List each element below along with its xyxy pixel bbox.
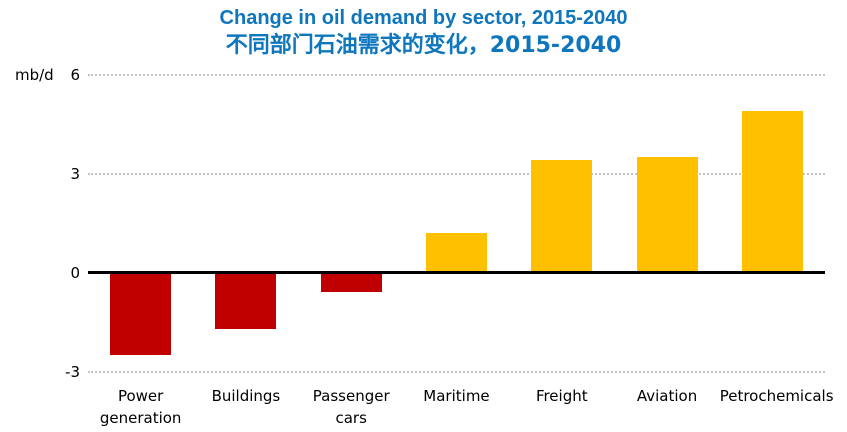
x-axis-label-buildings: Buildings (211, 387, 281, 405)
bar-petrochemicals (741, 110, 803, 273)
gridline-6 (88, 73, 825, 76)
x-axis-label-maritime: Maritime (423, 387, 490, 405)
x-axis-label-petrochemicals: Petrochemicals (719, 387, 834, 405)
x-axis-label-power-generation: Power generation (99, 387, 182, 427)
y-tick-label-3: 3 (70, 164, 80, 183)
chart-subtitle-chinese: 不同部门石油需求的变化，2015-2040 (225, 33, 622, 58)
x-axis-label-passenger-cars: Passenger cars (312, 387, 390, 427)
y-axis-unit-label: mb/d (15, 66, 54, 84)
x-axis-label-freight: Freight (535, 387, 588, 405)
gridline--3 (88, 370, 825, 373)
y-tick-label-0: 0 (70, 263, 80, 282)
gridline-3 (88, 172, 825, 175)
y-tick-label--3: -3 (65, 362, 80, 381)
bar-freight (531, 160, 593, 273)
x-axis-label-aviation: Aviation (636, 387, 698, 405)
bar-power-generation (110, 272, 172, 355)
bar-aviation (636, 157, 698, 273)
bar-maritime (426, 232, 487, 273)
bar-passenger-cars (320, 272, 382, 293)
y-tick-label-6: 6 (70, 65, 80, 84)
bar-buildings (215, 272, 277, 329)
chart-title: Change in oil demand by sector, 2015-204… (219, 7, 628, 29)
zero-axis-line (88, 271, 825, 274)
